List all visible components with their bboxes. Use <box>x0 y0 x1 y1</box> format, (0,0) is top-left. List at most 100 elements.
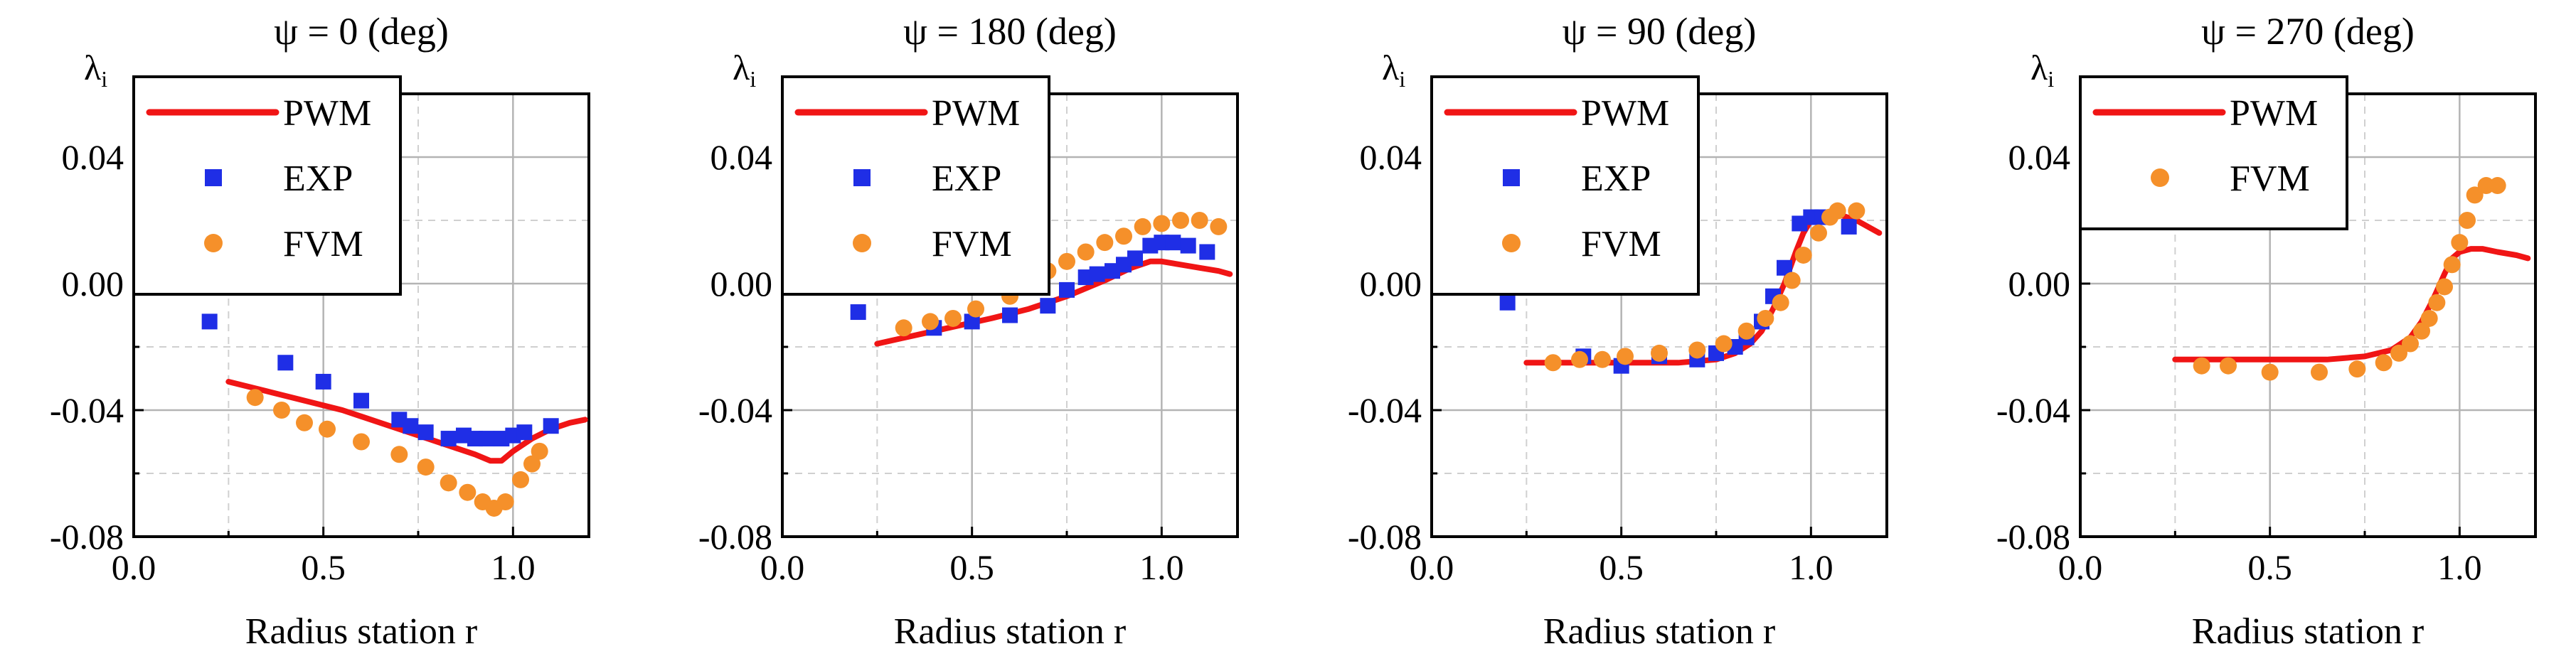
y-tick-label: 0.04 <box>62 137 124 177</box>
point-fvm <box>1810 224 1827 242</box>
point-fvm <box>2443 256 2461 274</box>
point-fvm <box>1571 350 1588 368</box>
y-axis-label: λi <box>1382 48 1405 92</box>
point-exp <box>353 392 369 409</box>
point-exp <box>315 373 331 390</box>
point-exp <box>277 355 294 371</box>
legend-label: EXP <box>1581 159 1651 199</box>
point-fvm <box>417 458 435 476</box>
chart-title: ψ = 180 (deg) <box>903 10 1117 53</box>
y-axis-label: λi <box>2031 48 2054 92</box>
point-exp <box>964 313 980 330</box>
y-tick-label: -0.04 <box>1996 390 2070 430</box>
point-exp <box>403 418 419 434</box>
legend-box <box>2079 75 2348 230</box>
point-fvm <box>2348 360 2366 378</box>
chart-panel-3: 0.0 0.5 1.0 -0.08 -0.04 0.00 0.04 ψ = 90 (deg) R… <box>1348 10 1888 652</box>
x-tick-label: 0.0 <box>112 547 156 587</box>
legend-marker-exp <box>205 169 222 186</box>
point-fvm <box>967 300 984 318</box>
y-tick-label: -0.08 <box>698 517 772 557</box>
point-fvm <box>2413 322 2430 340</box>
y-axis-label: λi <box>733 48 756 92</box>
x-tick-label: 1.0 <box>1139 547 1184 587</box>
x-axis-label: Radius station r <box>1543 611 1775 652</box>
legend-label: EXP <box>283 159 353 199</box>
point-fvm <box>2375 354 2393 372</box>
y-axis-label: λi <box>84 48 107 92</box>
point-fvm <box>1191 212 1208 229</box>
point-exp <box>1127 250 1143 267</box>
point-exp <box>1059 281 1075 298</box>
x-tick-label: 1.0 <box>2437 547 2482 587</box>
x-tick-label: 0.0 <box>760 547 805 587</box>
point-fvm <box>1737 322 1755 340</box>
point-fvm <box>1544 354 1562 372</box>
point-fvm <box>246 389 264 407</box>
point-fvm <box>1651 344 1668 362</box>
chart-panel-4: 0.0 0.5 1.0 -0.08 -0.04 0.00 0.04 ψ = 270 (deg)… <box>1996 10 2537 652</box>
chart-title: ψ = 90 (deg) <box>1563 10 1757 53</box>
point-fvm <box>1594 350 1611 368</box>
point-fvm <box>531 442 548 460</box>
point-fvm <box>1715 335 1733 353</box>
legend-marker-exp <box>1503 169 1520 186</box>
point-exp <box>1499 294 1516 311</box>
legend: PWM EXP FVM <box>781 75 1050 296</box>
y-tick-label: -0.08 <box>50 517 124 557</box>
legend: PWM FVM <box>2079 75 2348 230</box>
point-fvm <box>273 402 290 419</box>
point-fvm <box>1829 202 1846 220</box>
legend-marker-fvm <box>1502 234 1521 252</box>
series-line-pwm <box>2172 246 2531 363</box>
legend: PWM EXP FVM <box>1430 75 1700 296</box>
chart-panel-1: 0.0 0.5 1.0 -0.08 -0.04 0.00 0.04 ψ = 0 (deg) Ra… <box>50 10 590 652</box>
plot-area <box>201 313 588 517</box>
point-fvm <box>1153 215 1171 232</box>
point-exp <box>201 313 218 330</box>
x-axis-label: Radius station r <box>2192 611 2424 652</box>
y-tick-label: 0.04 <box>710 137 773 177</box>
y-tick-label: 0.00 <box>2008 264 2071 304</box>
y-tick-label: 0.00 <box>710 264 773 304</box>
plot-area <box>2172 177 2531 381</box>
point-fvm <box>1794 246 1812 264</box>
point-exp <box>417 424 434 441</box>
plot-area <box>850 212 1233 347</box>
plot-area <box>1499 202 1883 374</box>
point-fvm <box>2466 186 2484 204</box>
x-tick-label: 1.0 <box>1789 547 1833 587</box>
y-tick-label: -0.08 <box>1348 517 1422 557</box>
point-fvm <box>296 414 313 431</box>
x-tick-label: 0.5 <box>2247 547 2292 587</box>
point-fvm <box>1058 252 1075 270</box>
point-fvm <box>895 319 912 337</box>
chart-panel-2: 0.0 0.5 1.0 -0.08 -0.04 0.00 0.04 ψ = 180 (deg)… <box>698 10 1239 652</box>
point-fvm <box>1096 234 1114 252</box>
point-fvm <box>1077 243 1095 261</box>
point-fvm <box>1115 227 1132 245</box>
legend: PWM EXP FVM <box>132 75 402 296</box>
point-fvm <box>2261 363 2279 381</box>
legend-label: FVM <box>283 224 363 264</box>
y-tick-label: -0.04 <box>50 390 124 430</box>
y-tick-label: 0.00 <box>62 264 124 304</box>
point-exp <box>1180 237 1196 254</box>
legend-label: PWM <box>1581 93 1669 134</box>
legend-label: FVM <box>1581 224 1661 264</box>
point-fvm <box>2420 309 2438 327</box>
legend-label: PWM <box>2230 93 2318 134</box>
point-fvm <box>1172 212 1189 229</box>
x-tick-label: 0.0 <box>1410 547 1454 587</box>
point-exp <box>850 304 866 321</box>
point-fvm <box>459 483 477 501</box>
x-tick-label: 1.0 <box>491 547 536 587</box>
point-fvm <box>2489 177 2506 195</box>
point-exp <box>479 431 494 447</box>
point-exp <box>1040 298 1056 314</box>
point-fvm <box>2220 357 2237 375</box>
point-exp <box>543 418 559 434</box>
chart-title: ψ = 0 (deg) <box>274 10 449 53</box>
legend-marker-fvm <box>853 234 871 252</box>
